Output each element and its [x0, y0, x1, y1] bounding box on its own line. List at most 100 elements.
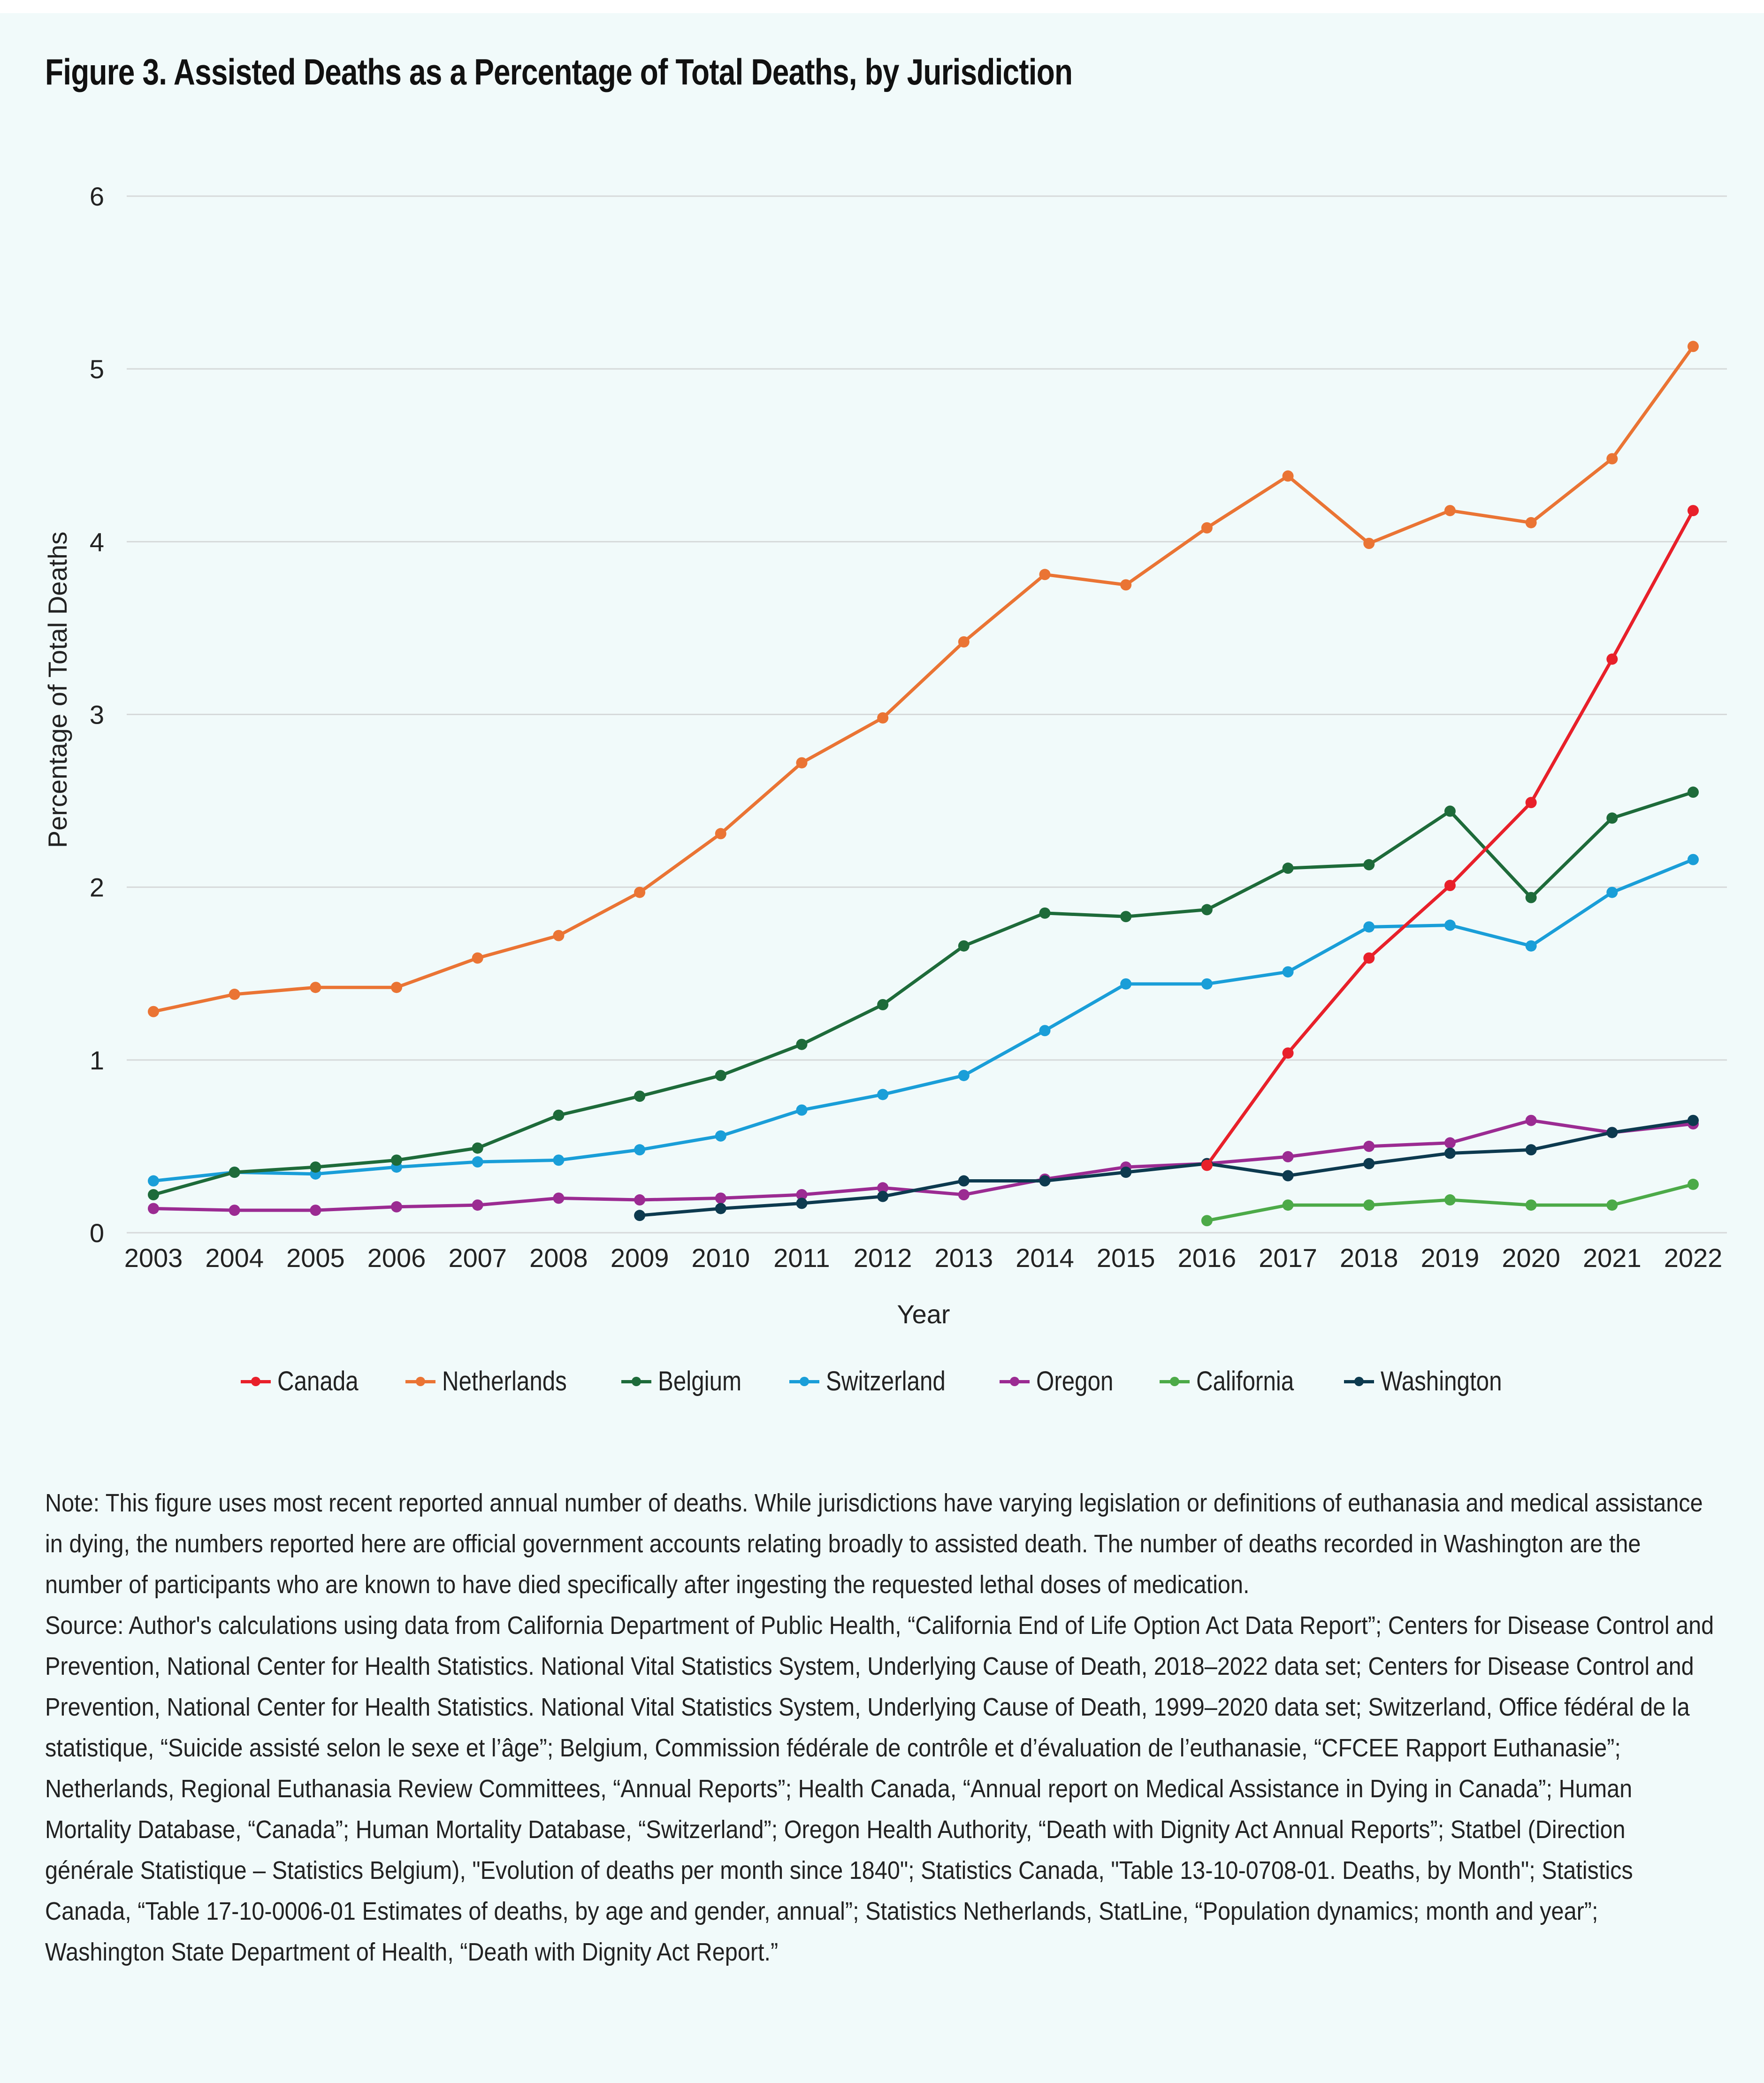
- data-point: [1363, 859, 1375, 870]
- data-point: [1201, 1215, 1213, 1227]
- legend-label: Belgium: [658, 1366, 742, 1396]
- data-point: [1444, 1137, 1456, 1149]
- x-tick-label: 2006: [367, 1243, 426, 1273]
- data-point: [1444, 919, 1456, 931]
- source-text: Source: Author's calculations using data…: [45, 1611, 1714, 1966]
- legend-marker-icon: [405, 1372, 435, 1391]
- series-line-washington: [639, 1119, 1694, 1217]
- legend-marker-icon: [999, 1372, 1030, 1391]
- data-point: [1363, 952, 1375, 964]
- data-point: [1444, 505, 1456, 517]
- data-point: [1282, 1199, 1294, 1211]
- data-point: [472, 952, 483, 964]
- data-point: [1120, 1167, 1132, 1178]
- data-point: [958, 636, 970, 648]
- data-point: [877, 712, 889, 724]
- data-point: [1039, 1175, 1051, 1187]
- data-point: [229, 1205, 240, 1216]
- legend: Canada Netherlands Belgium Switzerland Orego…: [0, 1366, 1764, 1397]
- note-text: Note: This figure uses most recent repor…: [45, 1489, 1703, 1599]
- legend-item-california: California: [1160, 1366, 1311, 1397]
- data-point: [148, 1006, 159, 1017]
- data-point: [229, 988, 240, 1000]
- data-point: [1606, 886, 1618, 898]
- data-point: [148, 1175, 159, 1187]
- data-point: [877, 1182, 889, 1194]
- data-point: [715, 1192, 726, 1204]
- gridlines: [127, 195, 1727, 1234]
- legend-label: California: [1196, 1366, 1294, 1396]
- x-tick-label: 2021: [1583, 1243, 1642, 1273]
- data-point: [634, 886, 646, 898]
- y-tick-label: 3: [90, 700, 104, 730]
- data-point: [715, 828, 726, 839]
- data-point: [1688, 1114, 1699, 1126]
- data-point: [1606, 1127, 1618, 1138]
- data-point: [958, 1189, 970, 1201]
- data-point: [391, 1201, 403, 1213]
- y-axis-ticks: 0 1 2 3 4 5 6: [90, 182, 104, 1248]
- data-point: [148, 1189, 159, 1201]
- data-point: [958, 1175, 970, 1187]
- data-point: [1688, 786, 1699, 798]
- y-tick-label: 2: [90, 873, 104, 902]
- data-point: [1606, 453, 1618, 465]
- data-point: [1201, 978, 1213, 990]
- data-point: [1444, 879, 1456, 891]
- data-point: [1120, 978, 1132, 990]
- x-tick-label: 2019: [1421, 1243, 1480, 1273]
- data-point: [1525, 1144, 1537, 1156]
- x-tick-label: 2013: [935, 1243, 993, 1273]
- data-point: [1282, 966, 1294, 978]
- data-point: [1525, 1114, 1537, 1126]
- legend-item-netherlands: Netherlands: [405, 1366, 589, 1397]
- data-point: [1363, 1158, 1375, 1169]
- data-point: [553, 930, 565, 941]
- y-tick-label: 5: [90, 354, 104, 384]
- data-point: [715, 1203, 726, 1214]
- data-point: [796, 1104, 808, 1116]
- data-point: [1201, 522, 1213, 534]
- legend-label: Netherlands: [442, 1366, 567, 1396]
- data-point: [1120, 579, 1132, 591]
- x-tick-label: 2007: [448, 1243, 507, 1273]
- y-tick-label: 4: [90, 527, 104, 557]
- data-point: [877, 999, 889, 1011]
- legend-item-washington: Washington: [1344, 1366, 1523, 1397]
- legend-item-oregon: Oregon: [999, 1366, 1127, 1397]
- data-point: [1525, 1199, 1537, 1211]
- data-point: [1606, 1199, 1618, 1211]
- data-point: [1688, 854, 1699, 865]
- series-washington: [634, 1114, 1699, 1221]
- data-point: [1363, 921, 1375, 933]
- legend-label: Washington: [1381, 1366, 1502, 1396]
- x-axis-title: Year: [897, 1299, 950, 1329]
- legend-item-belgium: Belgium: [621, 1366, 756, 1397]
- legend-label: Switzerland: [826, 1366, 946, 1396]
- x-tick-label: 2004: [205, 1243, 264, 1273]
- data-point: [1363, 538, 1375, 549]
- figure-panel: [0, 13, 1764, 2083]
- data-point: [1282, 1151, 1294, 1163]
- series-line-oregon: [153, 1119, 1694, 1212]
- series-line-switzerland: [153, 858, 1694, 1183]
- data-point: [1688, 1178, 1699, 1190]
- data-point: [877, 1190, 889, 1202]
- x-axis-ticks: 2003 2004 2005 2006 2007 2008 2009 2010 2011 2012…: [124, 1243, 1723, 1273]
- x-tick-label: 2005: [286, 1243, 345, 1273]
- data-point: [1444, 1147, 1456, 1159]
- data-point: [796, 1198, 808, 1209]
- x-tick-label: 2009: [611, 1243, 669, 1273]
- data-point: [1688, 341, 1699, 352]
- legend-item-canada: Canada: [240, 1366, 373, 1397]
- x-tick-label: 2003: [124, 1243, 183, 1273]
- x-tick-label: 2017: [1259, 1243, 1317, 1273]
- data-point: [634, 1194, 646, 1206]
- data-point: [1444, 1194, 1456, 1206]
- series-line-canada: [1206, 510, 1695, 1167]
- x-tick-label: 2014: [1016, 1243, 1074, 1273]
- data-point: [391, 1154, 403, 1166]
- data-point: [1444, 805, 1456, 817]
- data-point: [715, 1130, 726, 1142]
- data-point: [1363, 1199, 1375, 1211]
